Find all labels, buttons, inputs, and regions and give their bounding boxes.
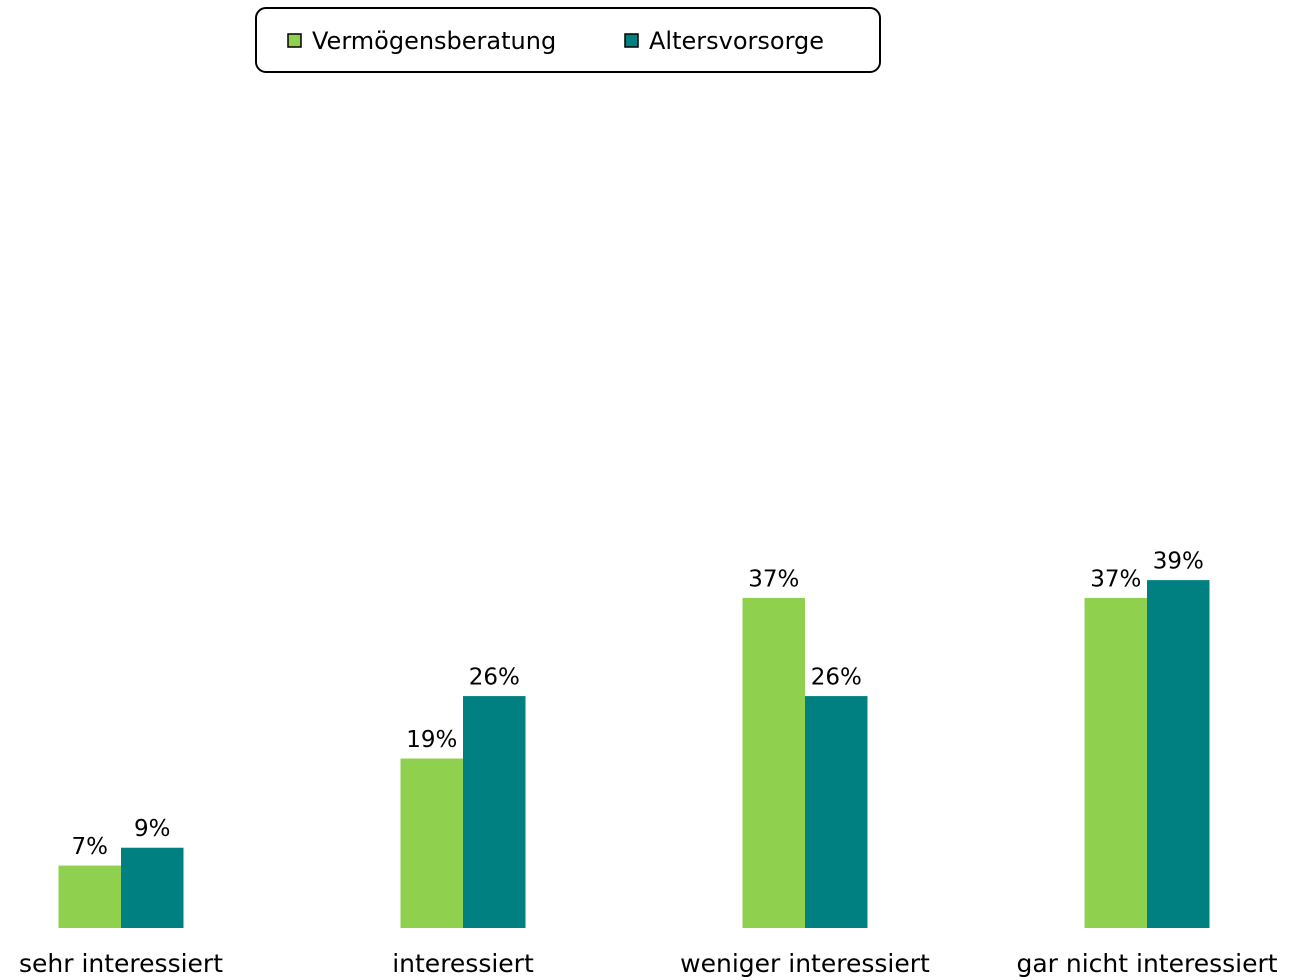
bar (805, 696, 868, 928)
value-label: 7% (72, 834, 109, 860)
value-label: 19% (406, 727, 457, 753)
bar (121, 847, 184, 928)
x-tick-label: sehr interessiert (19, 949, 223, 978)
legend-label: Altersvorsorge (649, 27, 824, 55)
x-tick-label: weniger interessiert (680, 949, 930, 978)
legend-swatch (624, 33, 639, 48)
legend-box (255, 7, 881, 73)
value-label: 26% (811, 665, 862, 691)
value-label: 37% (1090, 566, 1141, 592)
bar (463, 696, 526, 928)
bar (58, 865, 121, 928)
x-tick-label: gar nicht interessiert (1016, 949, 1277, 978)
value-label: 39% (1153, 549, 1204, 575)
bar (1147, 580, 1210, 928)
legend-label: Vermögensberatung (312, 27, 556, 55)
legend-swatch (287, 33, 302, 48)
bar (1084, 597, 1147, 928)
bar (400, 758, 463, 928)
value-label: 26% (469, 665, 520, 691)
x-tick-label: interessiert (392, 949, 534, 978)
bar (742, 597, 805, 928)
value-label: 37% (748, 566, 799, 592)
value-label: 9% (134, 816, 171, 842)
